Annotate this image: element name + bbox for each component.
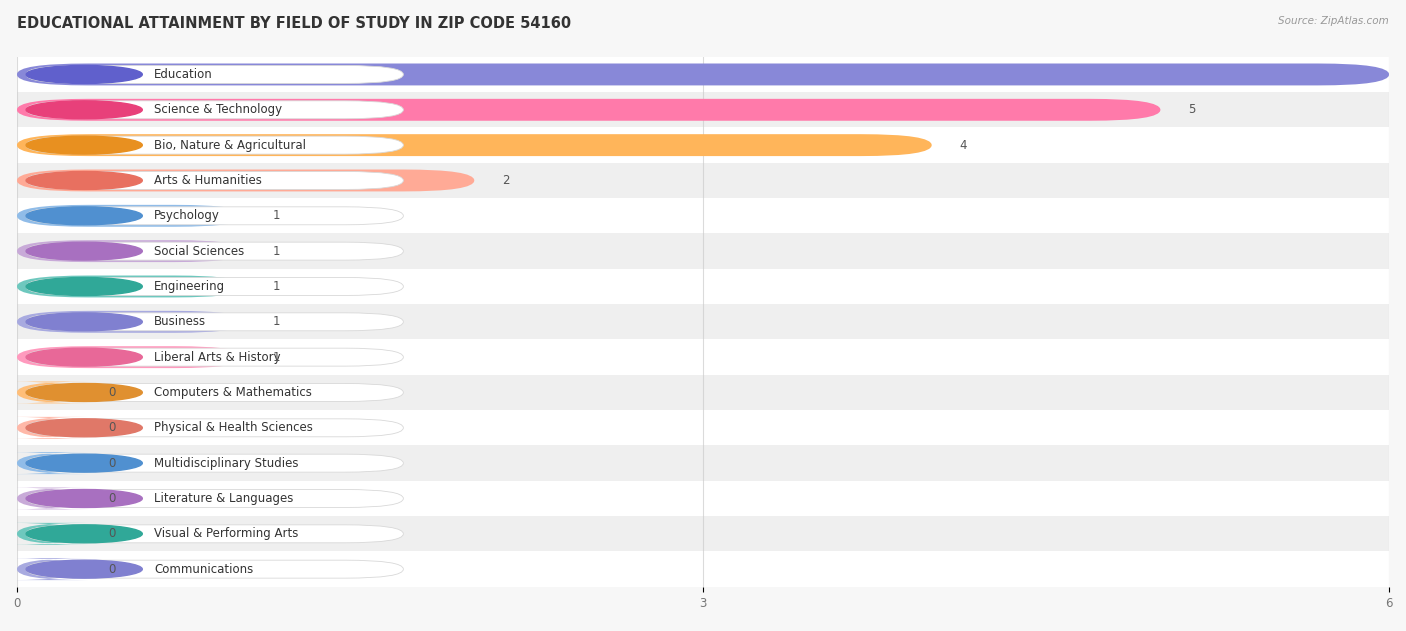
Circle shape — [27, 242, 142, 260]
FancyBboxPatch shape — [27, 419, 404, 437]
Text: 0: 0 — [108, 492, 115, 505]
Circle shape — [27, 172, 142, 189]
Text: Engineering: Engineering — [153, 280, 225, 293]
Text: Visual & Performing Arts: Visual & Performing Arts — [153, 528, 298, 540]
Circle shape — [27, 560, 142, 578]
FancyBboxPatch shape — [17, 64, 1389, 85]
FancyBboxPatch shape — [10, 382, 87, 403]
Circle shape — [27, 66, 142, 83]
Circle shape — [27, 348, 142, 366]
Text: Business: Business — [153, 316, 207, 328]
FancyBboxPatch shape — [17, 311, 246, 333]
Bar — [17, 516, 1389, 551]
Circle shape — [27, 101, 142, 119]
Bar — [17, 410, 1389, 445]
FancyBboxPatch shape — [27, 101, 404, 119]
FancyBboxPatch shape — [17, 99, 1160, 121]
Text: Education: Education — [153, 68, 212, 81]
Bar — [17, 304, 1389, 339]
Bar — [17, 57, 1389, 92]
Text: 1: 1 — [273, 280, 281, 293]
Bar — [17, 198, 1389, 233]
Circle shape — [27, 207, 142, 225]
FancyBboxPatch shape — [10, 558, 87, 580]
Text: Multidisciplinary Studies: Multidisciplinary Studies — [153, 457, 298, 469]
FancyBboxPatch shape — [10, 417, 87, 439]
FancyBboxPatch shape — [27, 490, 404, 507]
FancyBboxPatch shape — [27, 242, 404, 260]
Text: 0: 0 — [108, 422, 115, 434]
Text: Arts & Humanities: Arts & Humanities — [153, 174, 262, 187]
FancyBboxPatch shape — [17, 170, 474, 191]
FancyBboxPatch shape — [17, 134, 932, 156]
FancyBboxPatch shape — [27, 66, 404, 83]
Circle shape — [27, 454, 142, 472]
Circle shape — [27, 278, 142, 295]
Text: 5: 5 — [1188, 103, 1195, 116]
Text: Science & Technology: Science & Technology — [153, 103, 283, 116]
Text: Source: ZipAtlas.com: Source: ZipAtlas.com — [1278, 16, 1389, 26]
Text: 0: 0 — [108, 528, 115, 540]
Circle shape — [27, 313, 142, 331]
Text: 4: 4 — [959, 139, 967, 151]
FancyBboxPatch shape — [27, 384, 404, 401]
Text: Literature & Languages: Literature & Languages — [153, 492, 294, 505]
FancyBboxPatch shape — [27, 172, 404, 189]
Text: Psychology: Psychology — [153, 209, 219, 222]
Bar — [17, 339, 1389, 375]
Text: Bio, Nature & Agricultural: Bio, Nature & Agricultural — [153, 139, 307, 151]
Text: Communications: Communications — [153, 563, 253, 575]
Text: Computers & Mathematics: Computers & Mathematics — [153, 386, 312, 399]
FancyBboxPatch shape — [17, 346, 246, 368]
Text: 1: 1 — [273, 351, 281, 363]
Text: Liberal Arts & History: Liberal Arts & History — [153, 351, 281, 363]
FancyBboxPatch shape — [10, 452, 87, 474]
Text: 0: 0 — [108, 386, 115, 399]
FancyBboxPatch shape — [27, 348, 404, 366]
Circle shape — [27, 419, 142, 437]
Text: 2: 2 — [502, 174, 509, 187]
Text: Physical & Health Sciences: Physical & Health Sciences — [153, 422, 312, 434]
Text: Social Sciences: Social Sciences — [153, 245, 245, 257]
FancyBboxPatch shape — [17, 240, 246, 262]
Bar — [17, 233, 1389, 269]
FancyBboxPatch shape — [27, 313, 404, 331]
FancyBboxPatch shape — [17, 276, 246, 297]
Text: 1: 1 — [273, 209, 281, 222]
Bar — [17, 481, 1389, 516]
Text: 1: 1 — [273, 316, 281, 328]
FancyBboxPatch shape — [27, 207, 404, 225]
Circle shape — [27, 136, 142, 154]
Bar — [17, 92, 1389, 127]
FancyBboxPatch shape — [17, 205, 246, 227]
Text: 0: 0 — [108, 457, 115, 469]
Bar — [17, 375, 1389, 410]
Circle shape — [27, 384, 142, 401]
Bar — [17, 445, 1389, 481]
Bar — [17, 127, 1389, 163]
Circle shape — [27, 490, 142, 507]
FancyBboxPatch shape — [27, 560, 404, 578]
Text: 1: 1 — [273, 245, 281, 257]
FancyBboxPatch shape — [27, 525, 404, 543]
Circle shape — [27, 525, 142, 543]
Bar — [17, 551, 1389, 587]
Bar — [17, 163, 1389, 198]
FancyBboxPatch shape — [10, 488, 87, 509]
Text: EDUCATIONAL ATTAINMENT BY FIELD OF STUDY IN ZIP CODE 54160: EDUCATIONAL ATTAINMENT BY FIELD OF STUDY… — [17, 16, 571, 31]
Text: 0: 0 — [108, 563, 115, 575]
FancyBboxPatch shape — [27, 136, 404, 154]
FancyBboxPatch shape — [27, 278, 404, 295]
FancyBboxPatch shape — [10, 523, 87, 545]
FancyBboxPatch shape — [27, 454, 404, 472]
Bar — [17, 269, 1389, 304]
